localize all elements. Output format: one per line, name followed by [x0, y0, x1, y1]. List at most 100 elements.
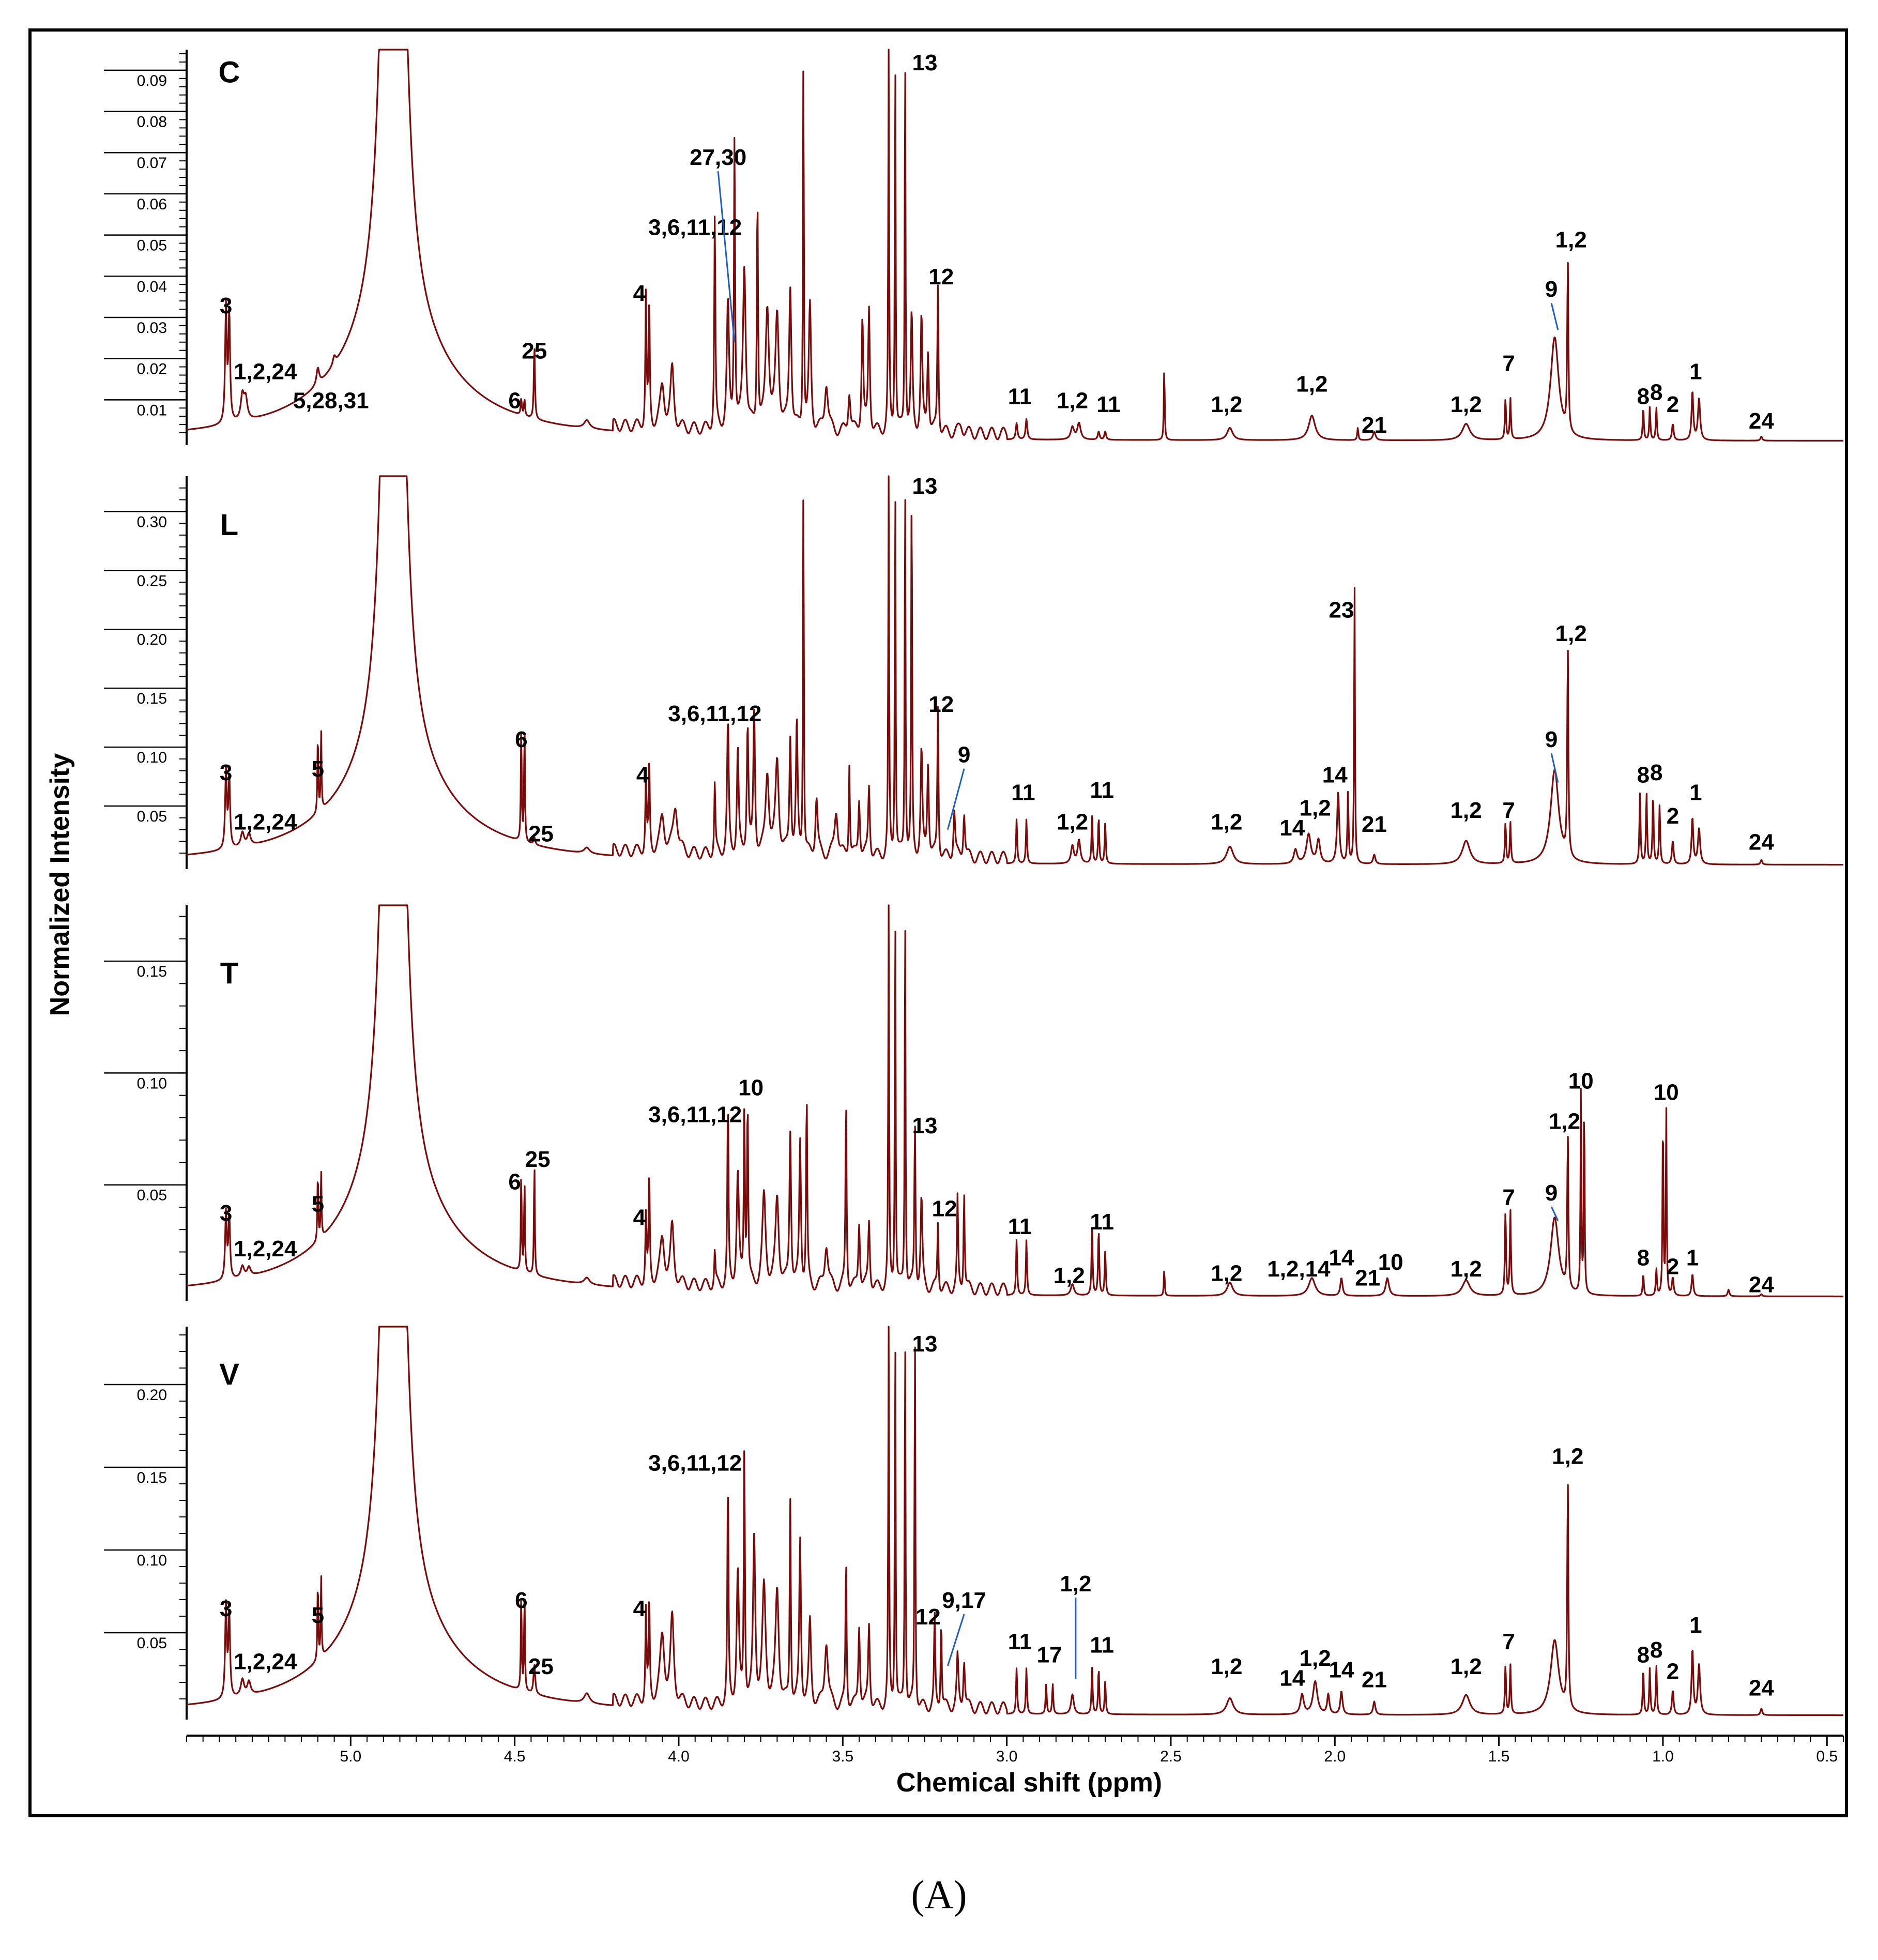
peak-annotation: 9 — [958, 742, 970, 768]
spectrum-trace — [186, 904, 1844, 1298]
peak-annotation: 2 — [1667, 392, 1679, 417]
peak-annotation: 3,6,11,12 — [648, 1102, 742, 1128]
peak-annotation: 1,2 — [1549, 1109, 1580, 1134]
peak-annotation: 3 — [220, 1596, 232, 1621]
peak-annotation: 1,2,24 — [234, 1236, 297, 1262]
peak-annotation: 14 — [1279, 1665, 1305, 1691]
y-tick-label: 0.15 — [137, 963, 167, 980]
peak-annotation: 7 — [1502, 1185, 1515, 1210]
peak-annotation: 1,2 — [1552, 1444, 1583, 1469]
peak-annotation: 25 — [522, 339, 547, 364]
peak-annotation: 11 — [1008, 384, 1032, 409]
peak-annotation: 12 — [915, 1604, 941, 1630]
x-tick-label: 5.0 — [340, 1748, 361, 1765]
peak-annotation: 6 — [508, 388, 521, 413]
peak-annotation: 1,2 — [1060, 1571, 1091, 1597]
peak-annotation: 24 — [1749, 1272, 1774, 1297]
x-tick-label: 2.0 — [1324, 1748, 1346, 1765]
peak-annotation: 24 — [1749, 1676, 1774, 1701]
x-tick-label: 1.0 — [1652, 1748, 1674, 1765]
peak-annotation: 5,28,31 — [293, 388, 369, 413]
y-tick-label: 0.07 — [137, 155, 167, 172]
x-axis-label: Chemical shift (ppm) — [896, 1768, 1162, 1798]
peak-annotation: 3 — [220, 760, 232, 785]
y-tick-label: 0.06 — [137, 196, 167, 213]
peak-annotation: 1,2,14 — [1267, 1256, 1331, 1282]
peak-annotation: 25 — [525, 1147, 551, 1172]
y-tick-label: 0.20 — [137, 631, 167, 648]
y-tick-label: 0.05 — [137, 1635, 167, 1652]
peak-annotation: 1,2 — [1211, 392, 1242, 417]
peak-annotation: 13 — [912, 1113, 937, 1138]
peak-annotation: 24 — [1749, 408, 1774, 434]
peak-annotation: 10 — [738, 1075, 764, 1101]
peak-annotation: 6 — [508, 1169, 521, 1194]
peak-annotation: 1,2 — [1053, 1263, 1085, 1288]
y-tick-label: 0.10 — [137, 1552, 167, 1569]
y-tick-label: 0.05 — [137, 808, 167, 825]
peak-annotation: 1,2,24 — [234, 810, 297, 835]
peak-annotation: 8 — [1650, 760, 1662, 785]
peak-annotation: 1,2,24 — [234, 1649, 297, 1674]
peak-annotation: 1,2 — [1296, 371, 1327, 397]
peak-annotation: 10 — [1378, 1250, 1403, 1275]
callout-line — [717, 171, 736, 342]
x-tick-label: 2.5 — [1160, 1748, 1182, 1765]
peak-annotation: 14 — [1329, 1245, 1354, 1270]
peak-annotation: 25 — [528, 821, 554, 846]
peak-annotation: 23 — [1329, 597, 1354, 622]
peak-annotation: 4 — [633, 1205, 646, 1230]
x-tick-label: 4.5 — [504, 1748, 526, 1765]
peak-annotation: 1 — [1689, 780, 1702, 806]
panel-label: T — [220, 956, 238, 990]
peak-annotation: 11 — [1008, 1214, 1032, 1239]
y-tick-label: 0.03 — [137, 320, 167, 337]
spectrum-trace — [186, 475, 1844, 866]
callout-line — [1550, 1206, 1559, 1221]
peak-annotation: 2 — [1667, 1659, 1679, 1684]
peak-annotation: 1,2 — [1451, 1654, 1482, 1679]
peak-annotation: 3,6,11,12 — [648, 215, 742, 240]
peak-annotation: 1,2 — [1451, 392, 1482, 417]
peak-annotation: 1 — [1689, 1613, 1702, 1638]
peak-annotation: 27,30 — [690, 145, 746, 170]
spectrum-trace — [186, 1326, 1844, 1716]
peak-annotation: 8 — [1650, 379, 1662, 405]
peak-annotation: 2 — [1667, 803, 1679, 829]
peak-annotation: 4 — [633, 1596, 646, 1621]
peak-annotation: 21 — [1355, 1265, 1380, 1290]
y-tick-label: 0.25 — [137, 572, 167, 589]
y-tick-label: 0.05 — [137, 1187, 167, 1204]
spectrum-panel-l: 0.05 0.10 0.15 0.20 0.25 0.30 L 31,2,24 5 6 25 4 3,6… — [104, 474, 1844, 869]
peak-annotation: 1,2,24 — [234, 359, 297, 384]
peak-annotation: 9 — [1545, 1180, 1558, 1206]
peak-annotation: 8 — [1637, 1643, 1650, 1668]
peak-annotation: 9,17 — [942, 1588, 986, 1613]
peak-annotation: 11 — [1096, 392, 1121, 417]
peak-annotation: 6 — [515, 727, 527, 752]
peak-annotation: 1,2 — [1300, 1646, 1331, 1671]
peak-annotation: 1,2 — [1451, 1256, 1482, 1282]
x-tick-label: 0.5 — [1816, 1748, 1838, 1765]
peak-annotation: 12 — [928, 264, 954, 290]
peak-annotation: 9 — [1545, 727, 1558, 752]
peak-annotation: 13 — [912, 474, 937, 499]
peak-annotation: 1,2 — [1211, 810, 1242, 835]
peak-annotation: 24 — [1749, 829, 1774, 855]
peak-annotation: 12 — [932, 1196, 957, 1221]
peak-annotation: 3,6,11,12 — [648, 1450, 742, 1476]
peak-annotation: 14 — [1279, 815, 1305, 841]
y-tick-label: 0.01 — [137, 402, 167, 419]
peak-annotation: 10 — [1654, 1080, 1679, 1105]
spectrum-panel-t: 0.050.100.15 T31,2,24562543,6,11,12101312… — [104, 904, 1844, 1301]
peak-annotation: 25 — [528, 1654, 554, 1679]
spectrum-trace — [186, 49, 1844, 442]
peak-annotation: 4 — [633, 281, 646, 306]
y-tick-label: 0.20 — [137, 1387, 167, 1404]
y-tick-label: 0.10 — [137, 1075, 167, 1092]
peak-annotation: 13 — [912, 1331, 937, 1357]
nmr-stacked-spectra: Normalized Intensity 0.01 0.02 0.03 0.04 0.05… — [45, 49, 1844, 1798]
y-tick-label: 0.15 — [137, 690, 167, 707]
peak-annotation: 1,2 — [1057, 388, 1088, 413]
y-tick-label: 0.10 — [137, 749, 167, 766]
